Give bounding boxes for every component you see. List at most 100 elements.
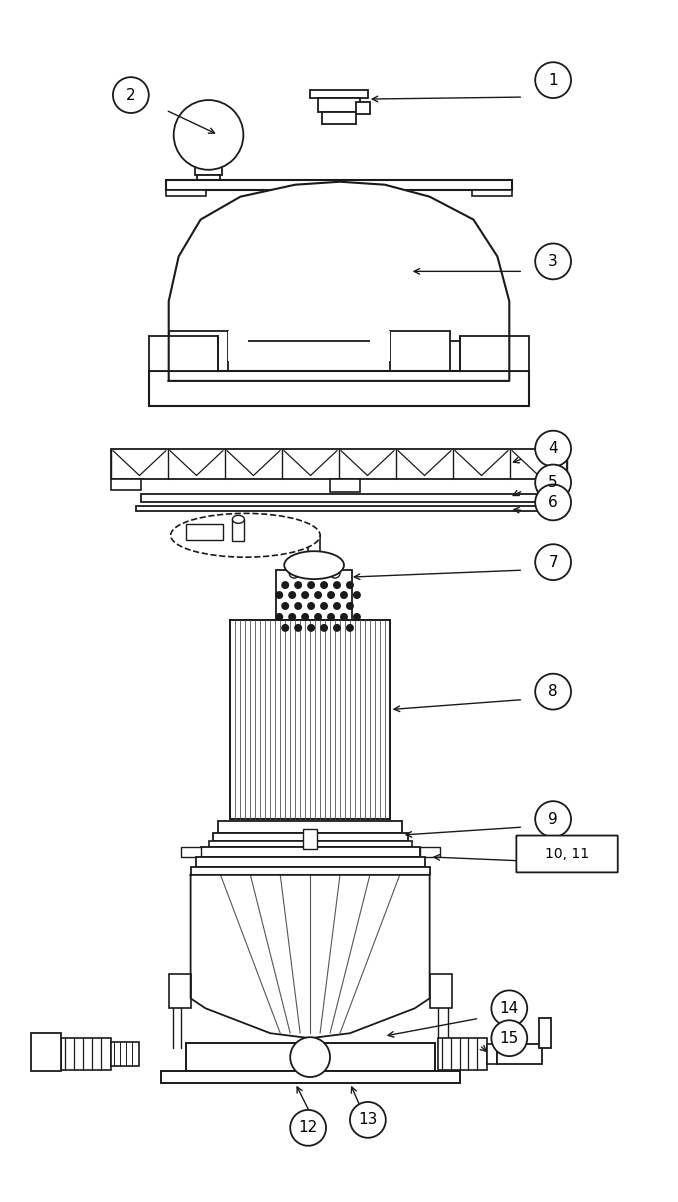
Bar (195, 857, 424, 867)
Circle shape (346, 581, 354, 589)
Circle shape (290, 1037, 330, 1077)
Bar (111, 1042, 139, 1066)
Circle shape (307, 624, 315, 632)
Text: 2: 2 (126, 88, 136, 102)
Bar (473, 190, 513, 196)
Bar (169, 341, 509, 381)
Circle shape (290, 569, 299, 578)
Bar (136, 506, 542, 511)
Circle shape (281, 581, 290, 589)
Bar (148, 337, 218, 371)
Circle shape (340, 613, 348, 621)
Circle shape (350, 1102, 386, 1138)
Bar (318, 99, 360, 112)
Circle shape (346, 602, 354, 609)
Circle shape (327, 613, 335, 621)
Circle shape (535, 430, 571, 466)
Text: 1: 1 (549, 72, 558, 88)
Bar (180, 847, 201, 857)
Bar (276, 570, 352, 620)
Bar (296, 555, 306, 573)
Circle shape (307, 602, 315, 609)
Bar (303, 829, 317, 849)
Circle shape (333, 581, 341, 589)
Circle shape (535, 484, 571, 520)
Bar (430, 975, 452, 1008)
Bar (165, 180, 513, 190)
Circle shape (307, 581, 315, 589)
Circle shape (353, 613, 361, 621)
Circle shape (535, 63, 571, 99)
Bar (161, 1071, 460, 1083)
Bar (330, 478, 360, 493)
Text: 13: 13 (358, 1112, 378, 1127)
Bar (165, 190, 205, 196)
Bar (218, 821, 402, 833)
Circle shape (275, 613, 283, 621)
Bar (141, 494, 537, 502)
Circle shape (333, 624, 341, 632)
Bar (539, 1018, 551, 1048)
Circle shape (301, 591, 309, 599)
Bar (201, 847, 420, 857)
Circle shape (275, 591, 283, 599)
Circle shape (290, 1109, 326, 1146)
Circle shape (327, 591, 335, 599)
Text: 8: 8 (549, 684, 558, 700)
Bar (111, 478, 141, 490)
Text: 7: 7 (549, 554, 558, 570)
Circle shape (333, 602, 341, 609)
Circle shape (492, 990, 527, 1027)
Circle shape (314, 591, 322, 599)
Bar (498, 1045, 542, 1064)
Bar (191, 867, 430, 875)
Text: 9: 9 (549, 811, 558, 827)
Circle shape (535, 673, 571, 709)
Bar (169, 975, 191, 1008)
Bar (437, 1039, 487, 1070)
Circle shape (288, 591, 296, 599)
Circle shape (320, 602, 328, 609)
Circle shape (535, 545, 571, 581)
Ellipse shape (233, 516, 244, 523)
Bar (186, 1043, 435, 1071)
Circle shape (294, 581, 302, 589)
Circle shape (330, 569, 340, 578)
Circle shape (301, 613, 309, 621)
Circle shape (314, 613, 322, 621)
Bar (420, 847, 439, 857)
Bar (537, 478, 567, 490)
Bar (231, 620, 390, 819)
Circle shape (174, 100, 243, 169)
Bar (31, 1034, 61, 1071)
Text: 6: 6 (549, 495, 558, 510)
Circle shape (320, 581, 328, 589)
Circle shape (340, 591, 348, 599)
Circle shape (113, 77, 148, 113)
Circle shape (288, 613, 296, 621)
Ellipse shape (171, 513, 320, 558)
Circle shape (320, 624, 328, 632)
Circle shape (294, 624, 302, 632)
Bar (195, 167, 222, 174)
Bar (61, 1039, 111, 1070)
Circle shape (281, 624, 290, 632)
Bar (390, 331, 450, 386)
Bar (310, 90, 368, 99)
FancyBboxPatch shape (517, 835, 618, 873)
Text: 4: 4 (549, 441, 558, 456)
Ellipse shape (284, 552, 344, 579)
Polygon shape (169, 182, 509, 381)
Text: 5: 5 (549, 475, 558, 490)
Bar (233, 519, 244, 541)
Text: 12: 12 (298, 1120, 318, 1136)
Circle shape (353, 591, 361, 599)
Circle shape (281, 602, 290, 609)
Circle shape (535, 802, 571, 837)
Bar (228, 331, 248, 361)
Circle shape (492, 1020, 527, 1057)
Bar (212, 833, 407, 841)
Bar (197, 174, 220, 180)
Circle shape (535, 464, 571, 500)
Bar (186, 524, 224, 540)
